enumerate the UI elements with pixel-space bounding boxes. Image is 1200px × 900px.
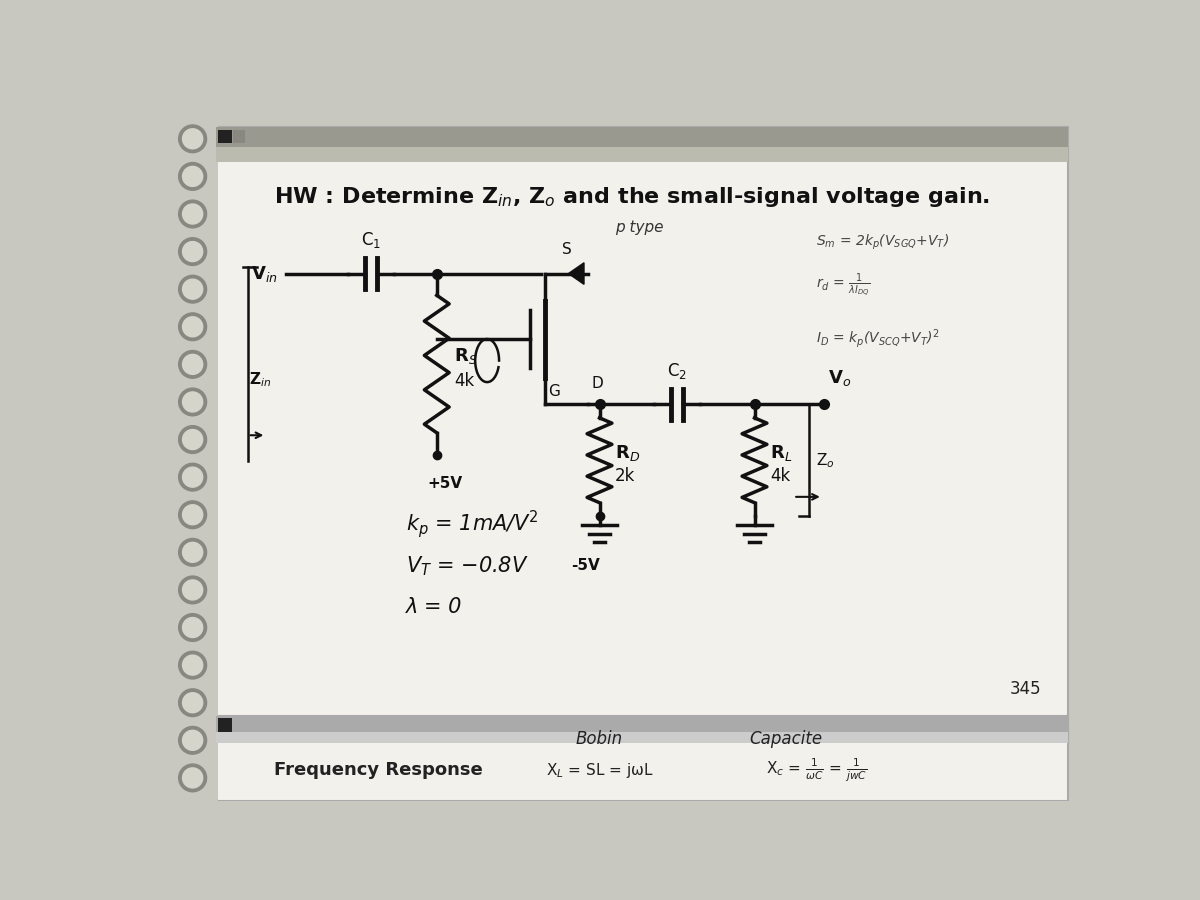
Bar [216,127,1068,162]
Circle shape [182,204,203,224]
Bar [216,732,1068,743]
Text: G: G [548,383,560,399]
Circle shape [179,426,206,454]
Text: Z$_{in}$: Z$_{in}$ [250,370,271,389]
Text: S$_m$ = 2k$_p$(V$_{SGQ}$+V$_T$): S$_m$ = 2k$_p$(V$_{SGQ}$+V$_T$) [816,233,949,252]
Circle shape [182,730,203,751]
Text: p type: p type [616,220,664,235]
Text: r$_d$ = $\frac{1}{\lambda I_{DQ}}$: r$_d$ = $\frac{1}{\lambda I_{DQ}}$ [816,271,871,299]
Bar [218,718,232,732]
Circle shape [182,617,203,637]
Circle shape [179,501,206,528]
Circle shape [179,652,206,679]
Circle shape [182,505,203,525]
Text: V$_o$: V$_o$ [828,367,851,388]
Circle shape [179,538,206,566]
Circle shape [182,655,203,675]
Text: C$_2$: C$_2$ [667,362,688,382]
Text: R$_S$: R$_S$ [454,346,478,366]
Bar [216,716,1068,743]
Text: Frequency Response: Frequency Response [274,761,482,779]
Circle shape [182,166,203,186]
Text: 4k: 4k [770,467,791,485]
Circle shape [179,688,206,716]
Text: Z$_o$: Z$_o$ [816,451,835,470]
Bar [216,716,1068,801]
Text: HW : Determine Z$_{in}$, Z$_o$ and the small-signal voltage gain.: HW : Determine Z$_{in}$, Z$_o$ and the s… [274,184,990,209]
Circle shape [179,238,206,266]
Text: C$_1$: C$_1$ [361,230,380,250]
Circle shape [179,350,206,378]
Text: λ = 0: λ = 0 [406,597,462,617]
Bar [233,130,245,143]
Circle shape [179,614,206,642]
Text: Capacite: Capacite [749,731,822,749]
Circle shape [179,576,206,604]
Circle shape [179,125,206,153]
Text: R$_D$: R$_D$ [616,443,640,463]
Text: 345: 345 [1009,680,1042,698]
Text: X$_L$ = SL = jωL: X$_L$ = SL = jωL [546,760,653,779]
Text: V$_{in}$: V$_{in}$ [251,264,278,284]
Circle shape [182,693,203,713]
Text: -5V: -5V [571,558,600,573]
Circle shape [179,313,206,340]
Bar [150,108,218,801]
Circle shape [182,768,203,788]
Circle shape [182,241,203,262]
Circle shape [179,764,206,792]
Text: D: D [592,375,604,391]
Bar [216,147,1068,162]
Circle shape [179,275,206,303]
Circle shape [179,163,206,190]
Text: +5V: +5V [427,476,462,491]
Text: S: S [562,241,572,256]
Circle shape [179,464,206,491]
Circle shape [182,392,203,412]
Circle shape [182,279,203,299]
Circle shape [182,317,203,337]
Circle shape [182,543,203,562]
Circle shape [182,129,203,148]
Text: 4k: 4k [454,372,474,390]
Circle shape [182,467,203,487]
Circle shape [182,355,203,374]
Circle shape [179,200,206,228]
Circle shape [179,726,206,754]
Text: k$_p$ = 1mA/V$^2$: k$_p$ = 1mA/V$^2$ [406,508,538,540]
Text: X$_c$ = $\frac{1}{\omega C}$ = $\frac{1}{jwC}$: X$_c$ = $\frac{1}{\omega C}$ = $\frac{1}… [766,757,868,784]
Bar [218,130,232,143]
Polygon shape [569,263,584,284]
Text: Bobin: Bobin [576,731,623,749]
Circle shape [179,388,206,416]
Circle shape [182,580,203,600]
Circle shape [182,429,203,450]
Text: 2k: 2k [616,467,635,485]
Text: V$_T$ = −0.8V: V$_T$ = −0.8V [406,554,528,578]
Text: R$_L$: R$_L$ [770,443,792,463]
Text: I$_D$ = k$_p$(V$_{SCQ}$+V$_T$)$^2$: I$_D$ = k$_p$(V$_{SCQ}$+V$_T$)$^2$ [816,328,940,350]
